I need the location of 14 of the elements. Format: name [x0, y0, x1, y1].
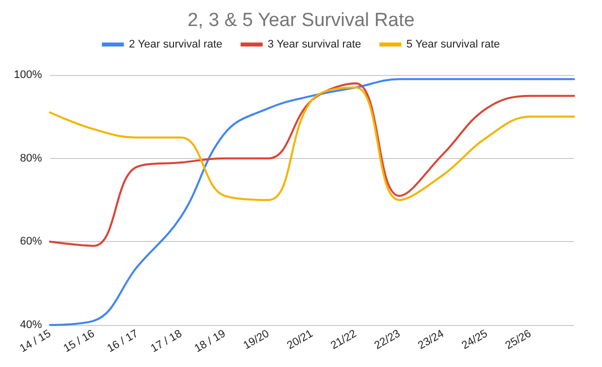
legend-label: 5 Year survival rate — [406, 38, 500, 50]
legend-label: 3 Year survival rate — [268, 38, 362, 50]
x-tick-label: 17 / 18 — [148, 328, 184, 355]
line-series — [49, 86, 575, 201]
chart-title: 2, 3 & 5 Year Survival Rate — [187, 10, 415, 31]
y-tick-label: 80% — [20, 152, 42, 164]
x-tick-label: 18 / 19 — [192, 328, 228, 355]
y-tick-label: 60% — [20, 236, 42, 248]
line-series — [49, 78, 575, 326]
legend-label: 2 Year survival rate — [128, 38, 222, 50]
line-series — [49, 82, 575, 247]
x-tick-label: 16 / 17 — [105, 328, 140, 355]
x-tick-label: 15 / 16 — [62, 328, 97, 355]
y-tick-label: 100% — [14, 69, 42, 81]
